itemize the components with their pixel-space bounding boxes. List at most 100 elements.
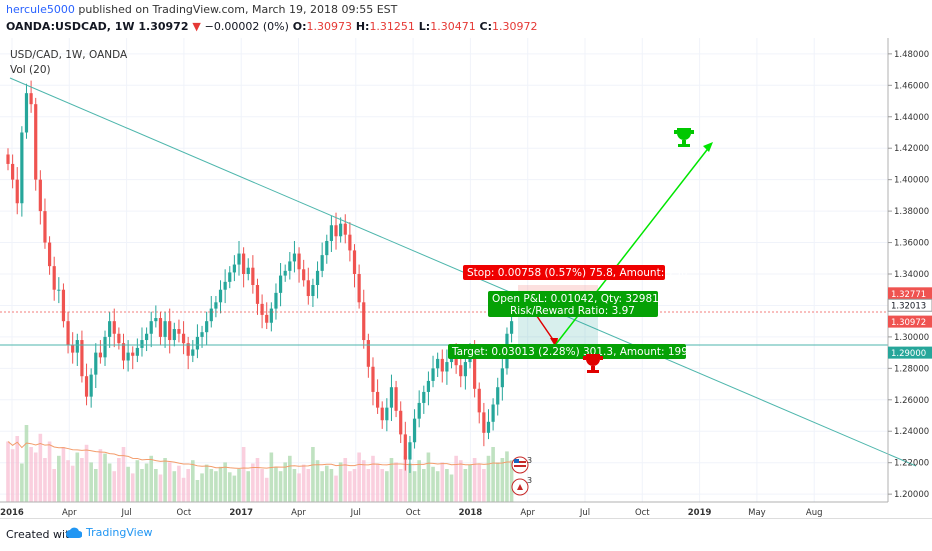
volume-bar [80,458,84,502]
chart-canvas[interactable]: Stop: 0.00758 (0.57%) 75.8, Amount: 750 … [0,38,932,518]
candle-body [24,93,29,133]
candle-body [445,362,449,372]
x-tick-label: Oct [406,508,421,518]
volume-bar [338,462,343,502]
volume-bar [472,458,477,502]
us-flag-event-icon[interactable]: 3 [511,456,532,474]
volume-bar [458,460,463,502]
volume-bar [130,473,135,502]
volume-bar [454,455,458,502]
volume-bar [10,449,15,502]
red-trophy-icon [583,354,603,373]
y-tick-label: 1.44000 [894,113,929,123]
y-tick-label: 1.48000 [894,50,929,60]
y-tick-label: 1.28000 [894,364,929,374]
candle-body [149,321,153,334]
volume-bar [24,425,29,502]
candle-body [223,281,227,290]
volume-bar [33,452,38,502]
candle-body [237,253,241,265]
candle-body [255,285,260,304]
x-tick-label: Jul [120,508,131,518]
volume-bar [121,447,126,502]
stop-label: Stop: 0.00758 (0.57%) 75.8, Amount: 750 [467,267,688,279]
candle-body [154,318,158,322]
high-value: 1.31251 [369,20,415,33]
volume-bar [66,460,70,502]
candle-body [172,329,176,341]
candle-body [292,253,297,262]
volume-bar [70,465,75,502]
volume-bar [440,462,445,502]
volume-bar [43,458,47,502]
green-arrowhead-icon [703,142,713,152]
open-value: 1.30973 [306,20,352,33]
y-tick-label: 1.42000 [894,144,929,154]
candle-body [140,340,144,348]
green-trophy-icon [674,128,694,147]
volume-bar [75,452,80,502]
x-tick-label: May [748,508,766,518]
candle-body [486,421,491,433]
candle-body [278,275,283,293]
candle-body [121,343,126,361]
symbol-line: OANDA:USDCAD, 1W 1.30972 ▼ −0.00002 (0%)… [6,20,538,33]
volume-bar [214,471,218,502]
author-link[interactable]: hercule5000 [6,3,75,16]
price-chart[interactable]: Stop: 0.00758 (0.57%) 75.8, Amount: 750 … [0,38,932,518]
pnl-label-box[interactable]: Open P&L: 0.01042, Qty: 32981 Risk/Rewar… [488,291,659,317]
volume-bar [426,452,431,502]
volume-bar [445,469,449,502]
volume-bar [20,463,24,502]
candle-body [57,289,61,291]
close-value: 1.30972 [492,20,538,33]
volume-bars [6,425,514,502]
candle-body [288,261,292,271]
high-label: H: [355,20,370,33]
candle-body [394,387,398,411]
candle-body [431,368,435,381]
candle-body [228,272,232,282]
volume-bar [57,455,61,502]
candle-body [311,285,315,297]
tradingview-brand: TradingView [86,526,153,539]
volume-bar [283,462,287,502]
y-tick-label: 1.26000 [894,396,929,406]
ca-flag-event-icon[interactable]: 3 [511,476,532,496]
volume-bar [232,475,237,502]
candle-body [325,240,329,256]
volume-bar [371,455,375,502]
volume-bar [200,473,204,502]
volume-bar [103,453,107,502]
volume-bar [408,463,412,502]
candle-body [195,336,200,350]
x-tick-label: Apr [62,508,77,518]
tradingview-logo[interactable]: TradingView [66,526,152,539]
candle-body [11,163,15,180]
candle-body [482,412,486,433]
target-label: Target: 0.03013 (2.28%) 301.3, Amount: 1… [451,346,711,358]
publish-info: published on TradingView.com, March 19, … [78,3,398,16]
stop-label-box[interactable]: Stop: 0.00758 (0.57%) 75.8, Amount: 750 [463,265,688,280]
candle-body [209,308,213,322]
volume-bar [163,458,167,502]
cloud-icon [66,527,82,538]
x-tick-label: 2018 [459,508,483,518]
volume-bar [417,460,421,502]
price-axis-tag [888,287,932,300]
candle-body [380,407,384,421]
candle-body [408,442,412,460]
volume-bar [403,455,408,502]
candle-body [71,344,75,353]
time-axis[interactable]: 2016 Apr Jul Oct 2017 Apr Jul Oct 2018 Apr Jul Oct 2… [0,508,822,518]
price-axis[interactable]: 1.48000 1.46000 1.44000 1.42000 1.40000 1.380… [888,50,929,500]
candle-body [200,332,204,337]
x-tick-label: Oct [177,508,192,518]
volume-bar [218,466,223,502]
volume-bar [135,460,140,502]
target-label-box[interactable]: Target: 0.03013 (2.28%) 301.3, Amount: 1… [448,344,711,359]
volume-bar [149,455,154,502]
candle-body [491,404,495,422]
x-tick-label: 2017 [229,508,253,518]
volume-bar [6,441,10,502]
